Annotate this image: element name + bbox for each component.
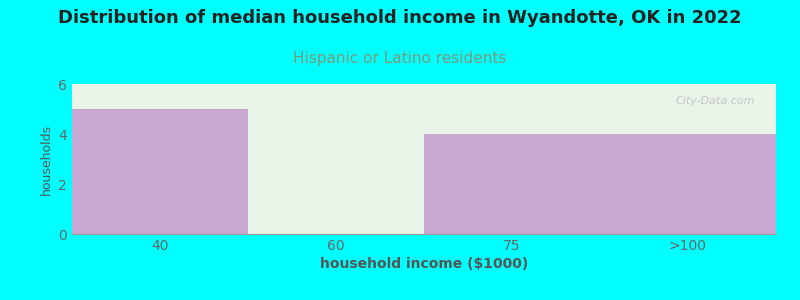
Bar	[424, 134, 600, 234]
Bar	[72, 109, 248, 234]
Y-axis label: households: households	[40, 123, 53, 195]
X-axis label: household income ($1000): household income ($1000)	[320, 257, 528, 271]
Bar	[600, 134, 776, 234]
Text: City-Data.com: City-Data.com	[675, 96, 755, 106]
Text: Hispanic or Latino residents: Hispanic or Latino residents	[294, 51, 506, 66]
Bar	[248, 233, 424, 234]
Text: Distribution of median household income in Wyandotte, OK in 2022: Distribution of median household income …	[58, 9, 742, 27]
